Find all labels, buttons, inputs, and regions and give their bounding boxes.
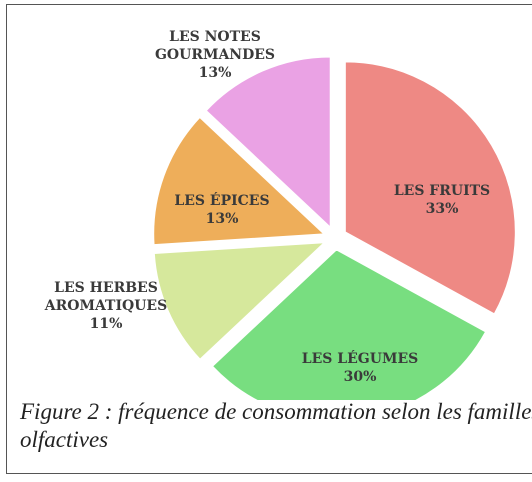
category-label: LES FRUITS [393, 183, 491, 199]
slice-label: LES NOTES GOURMANDES 13% [145, 28, 285, 82]
slice-label: LES HERBES AROMATIQUES 11% [31, 279, 181, 333]
pie-slice [153, 116, 325, 246]
caption: Figure 2 : fréquence de consommation sel… [20, 399, 532, 452]
figure-frame [6, 4, 532, 474]
chart [153, 56, 516, 400]
value-label: 11% [89, 316, 123, 332]
category-label: LES LÉGUMES [301, 351, 419, 367]
category-label: LES ÉPICES [174, 193, 270, 209]
slice-label: LES FRUITS 33% [382, 182, 502, 218]
pie-slice [153, 242, 326, 360]
value-label: 33% [425, 201, 459, 217]
category-label: LES NOTES GOURMANDES [154, 29, 276, 63]
category-label: LES HERBES AROMATIQUES [44, 280, 168, 314]
value-label: 13% [205, 211, 239, 227]
slice-label: LES ÉPICES 13% [167, 192, 277, 228]
value-label: 30% [343, 369, 377, 385]
slice-label: LES LÉGUMES 30% [300, 350, 420, 386]
pie-slice [205, 56, 331, 229]
pie-slice [344, 61, 516, 315]
pie-slice [211, 249, 487, 400]
value-label: 13% [198, 65, 232, 81]
